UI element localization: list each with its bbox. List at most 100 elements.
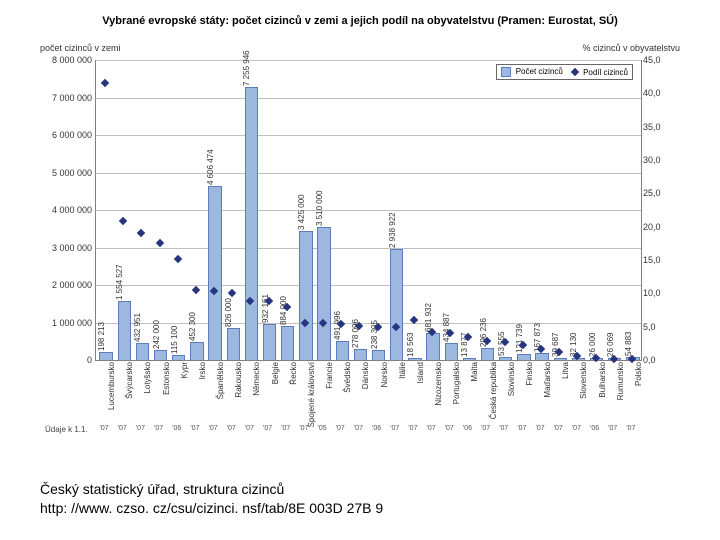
bar: 242 000 (154, 350, 167, 360)
bar-value-label: 7 255 946 (242, 50, 251, 88)
x-category-label: Irsko (198, 362, 207, 379)
x-category-label: Itálie (398, 362, 407, 379)
x-category-label: Norsko (380, 362, 389, 387)
x-category-label: Rakousko (234, 362, 243, 398)
y-left-tick: 5 000 000 (40, 168, 92, 178)
legend-marker-label: Podíl cizinců (583, 68, 628, 77)
year-label: '07 (131, 425, 149, 432)
x-category-label: Finsko (525, 362, 534, 386)
bar-value-label: 1 554 527 (115, 264, 124, 302)
year-label: '07 (622, 425, 640, 432)
legend-marker-swatch (571, 68, 579, 76)
year-label: '07 (404, 425, 422, 432)
y-right-tick: 40,0 (643, 88, 673, 98)
legend-bar-item: Počet cizinců (501, 67, 562, 77)
year-label: '07 (531, 425, 549, 432)
chart-legend: Počet cizinců Podíl cizinců (496, 64, 633, 80)
caption-block: Český statistický úřad, struktura cizinc… (40, 480, 383, 518)
x-category-label: Malta (470, 362, 479, 382)
year-label: '07 (331, 425, 349, 432)
y-right-tick: 45,0 (643, 55, 673, 65)
year-row-label: Údaje k 1.1. (45, 425, 88, 434)
bar-value-label: 432 951 (133, 313, 142, 344)
bar: 434 887 (445, 343, 458, 360)
year-label: '07 (295, 425, 313, 432)
y-left-tick: 8 000 000 (40, 55, 92, 65)
year-label: '07 (549, 425, 567, 432)
y-right-tick: 20,0 (643, 222, 673, 232)
bar: 681 932 (426, 333, 439, 360)
bar: 932 161 (263, 324, 276, 360)
y-right-tick: 0,0 (643, 355, 673, 365)
year-label: '07 (186, 425, 204, 432)
bar: 4 606 474 (208, 186, 221, 360)
bar-value-label: 18 563 (406, 333, 415, 359)
year-label: '07 (567, 425, 585, 432)
year-label: '07 (259, 425, 277, 432)
y-left-tick: 3 000 000 (40, 243, 92, 253)
year-label: '07 (204, 425, 222, 432)
y-left-tick: 2 000 000 (40, 280, 92, 290)
chart-title: Vybrané evropské státy: počet cizinců v … (40, 15, 680, 27)
bar-value-label: 242 000 (152, 320, 161, 351)
bar: 884 000 (281, 326, 294, 360)
year-label: '07 (95, 425, 113, 432)
bar: 826 000 (227, 328, 240, 360)
bar: 491 996 (336, 341, 349, 360)
x-category-label: Portugalsko (452, 362, 461, 404)
bar: 167 873 (535, 353, 548, 360)
year-label: '07 (604, 425, 622, 432)
x-category-label: Lotyšsko (143, 362, 152, 394)
x-category-label: Maďarsko (543, 362, 552, 398)
bar: 198 213 (99, 352, 112, 360)
bar: 238 305 (372, 350, 385, 360)
x-category-label: Česká republika (489, 362, 498, 419)
bar: 432 951 (136, 343, 149, 360)
year-label: '07 (477, 425, 495, 432)
bar-value-label: 452 300 (188, 312, 197, 343)
bar: 3 425 000 (299, 231, 312, 360)
bar-value-label: 3 510 000 (315, 191, 324, 229)
year-label: '06 (586, 425, 604, 432)
y-left-tick: 6 000 000 (40, 130, 92, 140)
year-label: '07 (513, 425, 531, 432)
year-label: '07 (150, 425, 168, 432)
year-label: '06 (458, 425, 476, 432)
bar-value-label: 2 938 922 (388, 212, 397, 250)
x-category-label: Španělsko (216, 362, 225, 399)
y-right-tick: 25,0 (643, 188, 673, 198)
x-category-label: Švýcarsko (125, 362, 134, 399)
x-category-label: Slovinsko (507, 362, 516, 396)
bar-value-label: 198 213 (97, 322, 106, 353)
x-category-label: Lucembursko (107, 362, 116, 410)
y-right-tick: 35,0 (643, 122, 673, 132)
legend-bar-swatch (501, 67, 511, 77)
x-category-label: Slovensko (579, 362, 588, 399)
bar: 296 236 (481, 348, 494, 360)
x-category-label: Německo (252, 362, 261, 396)
y-left-axis-label: počet cizinců v zemi (40, 43, 121, 53)
bar: 452 300 (190, 342, 203, 360)
bar-value-label: 4 606 474 (206, 150, 215, 188)
year-label: '05 (313, 425, 331, 432)
year-label: '07 (440, 425, 458, 432)
y-right-tick: 10,0 (643, 288, 673, 298)
year-label: '06 (368, 425, 386, 432)
year-label: '07 (349, 425, 367, 432)
y-right-axis-label: % cizinců v obyvatelstvu (582, 43, 680, 53)
year-row: '07'07'07'07'06'07'07'07'07'07'07'07'05'… (95, 425, 640, 439)
bar-value-label: 115 100 (170, 325, 179, 355)
y-left-tick: 0 (40, 355, 92, 365)
bar-value-label: 3 425 000 (297, 194, 306, 232)
x-category-label: Kypr (180, 362, 189, 378)
year-label: '07 (113, 425, 131, 432)
x-category-label: Estonsko (162, 362, 171, 395)
chart-container: Vybrané evropské státy: počet cizinců v … (40, 15, 680, 445)
x-category-label: Bulharsko (598, 362, 607, 398)
x-category-label: Belgie (271, 362, 280, 384)
year-label: '07 (422, 425, 440, 432)
x-category-label: Dánsko (361, 362, 370, 389)
legend-bar-label: Počet cizinců (516, 67, 563, 76)
x-category-label: Řecko (289, 362, 298, 385)
y-left-tick: 1 000 000 (40, 318, 92, 328)
